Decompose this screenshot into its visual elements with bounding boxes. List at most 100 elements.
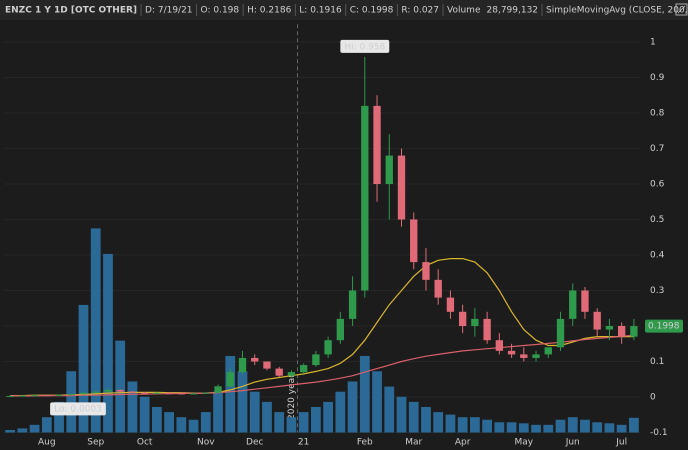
- volume-bar: [41, 417, 52, 433]
- candle-body: [385, 155, 393, 184]
- candle-body: [630, 326, 638, 337]
- x-tick-label: Aug: [38, 438, 56, 448]
- candle-body: [140, 392, 149, 394]
- volume-bar: [310, 406, 321, 433]
- volume-bar: [482, 419, 493, 433]
- lo-label-box: [50, 402, 106, 416]
- moving-average-line: [10, 258, 634, 397]
- volume-bar: [249, 391, 260, 433]
- candle-body: [55, 394, 63, 396]
- y-tick-label: 1: [650, 38, 656, 48]
- x-tick-label: Sep: [87, 438, 104, 448]
- volume-bar: [408, 401, 419, 433]
- volume-bar: [90, 228, 101, 433]
- y-tick-label: 0.8: [650, 109, 665, 119]
- candle-body: [299, 365, 308, 373]
- volume-bar: [78, 304, 89, 433]
- candle-body: [593, 311, 601, 330]
- icon-stroke: [677, 5, 686, 14]
- volume-bar: [567, 417, 578, 433]
- candle-body: [471, 318, 479, 326]
- candle-body: [275, 368, 283, 376]
- volume-bar: [176, 417, 187, 433]
- y-tick-label: 0: [650, 393, 656, 403]
- header-item: 28,799,132: [487, 6, 539, 16]
- moving-average-line: [10, 334, 634, 397]
- candle-body: [532, 354, 540, 358]
- candle-body: [361, 105, 369, 291]
- candle-body: [446, 297, 455, 312]
- x-tick-label: May: [515, 438, 534, 448]
- price-tag-label: 0.1998: [648, 322, 680, 332]
- candle-body: [507, 350, 516, 355]
- volume-bar: [396, 396, 407, 433]
- header-item: SimpleMovingAvg (CLOSE, 200, 0, no): [546, 6, 688, 16]
- x-tick-label: Feb: [357, 438, 373, 448]
- volume-bar: [274, 412, 285, 433]
- candle-body: [177, 393, 186, 395]
- hi-annotation: Hi: 0.958: [340, 39, 390, 53]
- candle-body: [30, 395, 39, 397]
- volume-bar: [286, 417, 297, 433]
- candle-body: [556, 318, 565, 348]
- candle-body: [263, 361, 271, 369]
- volume-bar: [506, 422, 517, 433]
- candle-body: [128, 391, 137, 393]
- y-tick-label: 0.6: [650, 180, 665, 190]
- candle-body: [458, 311, 467, 326]
- volume-bar: [164, 412, 175, 433]
- candle-body: [67, 394, 75, 396]
- volume-bar: [604, 423, 615, 433]
- candle-body: [202, 392, 210, 394]
- candle-body: [312, 354, 320, 366]
- candle-body: [92, 391, 100, 393]
- volume-bar: [494, 422, 505, 433]
- volume-bar: [237, 371, 248, 433]
- candle-body: [79, 392, 88, 395]
- header-item: H: 0.2186: [247, 6, 291, 16]
- candle-body: [238, 357, 247, 373]
- header-item: R: 0.027: [401, 6, 439, 16]
- candle-body: [214, 386, 222, 393]
- candle-body: [43, 395, 51, 397]
- volume-bar: [323, 401, 334, 433]
- candle-body: [569, 290, 577, 319]
- y-tick-label: 0.3: [650, 286, 664, 296]
- volume-bar: [188, 419, 199, 433]
- candle-body: [251, 357, 259, 362]
- candle-body: [422, 262, 430, 280]
- lo-label: Lo: 0.0003: [54, 404, 102, 414]
- volume-bar: [139, 396, 150, 433]
- candle-body: [410, 219, 418, 263]
- volume-bar: [445, 414, 456, 433]
- x-tick-label: Dec: [246, 438, 263, 448]
- header-item: Volume: [447, 6, 481, 16]
- volume-bar: [347, 381, 358, 433]
- volume-bar: [555, 419, 566, 433]
- y-tick-label: 0.1: [650, 357, 664, 367]
- candle-body: [348, 290, 357, 319]
- candle-body: [165, 392, 173, 394]
- x-tick-label: Jul: [615, 438, 627, 448]
- candle-body: [104, 389, 112, 392]
- volume-bar: [457, 417, 468, 433]
- candle-body: [434, 279, 442, 298]
- y-tick-label: 0.4: [650, 251, 665, 261]
- y-tick-label: 0.9: [650, 73, 665, 83]
- volume-bar: [543, 424, 554, 433]
- volume-bar: [151, 406, 162, 433]
- header-item: D: 7/19/21: [145, 6, 193, 16]
- settings-icon[interactable]: [675, 3, 688, 16]
- header-item: O: 0.198: [201, 6, 240, 16]
- candle-body: [18, 395, 27, 397]
- volume-bar: [518, 423, 529, 433]
- volume-bar: [115, 340, 126, 433]
- hi-label: Hi: 0.958: [344, 42, 385, 52]
- lo-annotation: Lo: 0.0003: [50, 402, 106, 416]
- year-marker-label: 2020 year: [287, 374, 297, 420]
- x-tick-label: Apr: [455, 438, 471, 448]
- volume-bar: [29, 424, 40, 433]
- candle-body: [520, 354, 528, 358]
- volume-bar: [225, 355, 236, 433]
